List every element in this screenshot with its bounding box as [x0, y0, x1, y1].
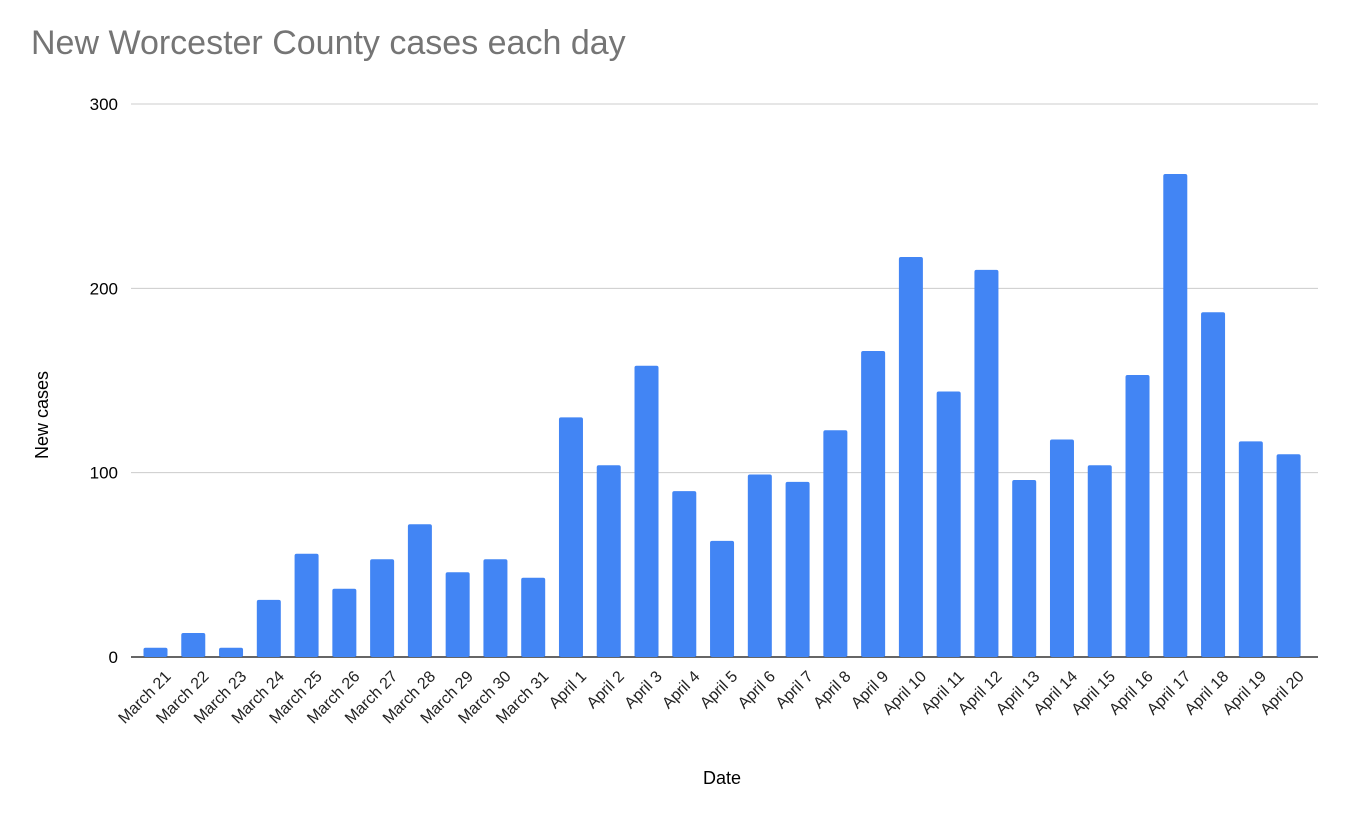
x-tick-label: April 1 — [546, 668, 590, 712]
bar — [445, 572, 470, 657]
bar — [143, 647, 168, 657]
bar — [1087, 465, 1112, 657]
bar — [1163, 174, 1188, 657]
x-tick-label: April 8 — [810, 668, 854, 712]
bar — [861, 351, 886, 657]
bar — [558, 417, 583, 657]
bar — [370, 559, 395, 657]
y-tick-label: 300 — [90, 95, 118, 114]
bar — [898, 256, 923, 657]
x-tick-label: April 2 — [584, 668, 628, 712]
bar — [332, 588, 357, 657]
bar — [521, 577, 546, 657]
y-axis-title: New cases — [32, 371, 52, 459]
chart-title: New Worcester County cases each day — [31, 24, 626, 62]
x-tick-label: April 6 — [735, 668, 779, 712]
bar — [634, 365, 659, 657]
bar — [483, 559, 508, 657]
x-axis-title: Date — [703, 768, 741, 788]
bar — [1201, 312, 1226, 657]
bar — [1276, 454, 1301, 657]
bar — [219, 647, 244, 657]
bar — [1012, 480, 1037, 657]
bar — [1238, 441, 1263, 657]
bar — [407, 524, 432, 657]
x-tick-label: April 3 — [622, 668, 666, 712]
y-tick-label: 0 — [109, 648, 118, 667]
bar — [256, 599, 281, 657]
bars — [143, 174, 1301, 657]
bar — [294, 553, 319, 657]
y-axis-ticks: 0 100 200 300 — [90, 95, 118, 667]
x-tick-label: April 7 — [773, 668, 817, 712]
y-tick-label: 100 — [90, 464, 118, 483]
bar — [823, 430, 848, 657]
bar — [1049, 439, 1074, 657]
bar — [747, 474, 772, 657]
bar — [672, 491, 697, 657]
x-tick-label: April 5 — [697, 668, 741, 712]
bar — [596, 465, 621, 657]
x-tick-label: April 4 — [659, 668, 703, 712]
bar — [710, 540, 735, 657]
bar — [1125, 374, 1150, 657]
bar — [974, 269, 999, 657]
bar — [936, 391, 961, 657]
bar — [181, 633, 206, 657]
y-tick-label: 200 — [90, 279, 118, 298]
bar — [785, 481, 810, 657]
